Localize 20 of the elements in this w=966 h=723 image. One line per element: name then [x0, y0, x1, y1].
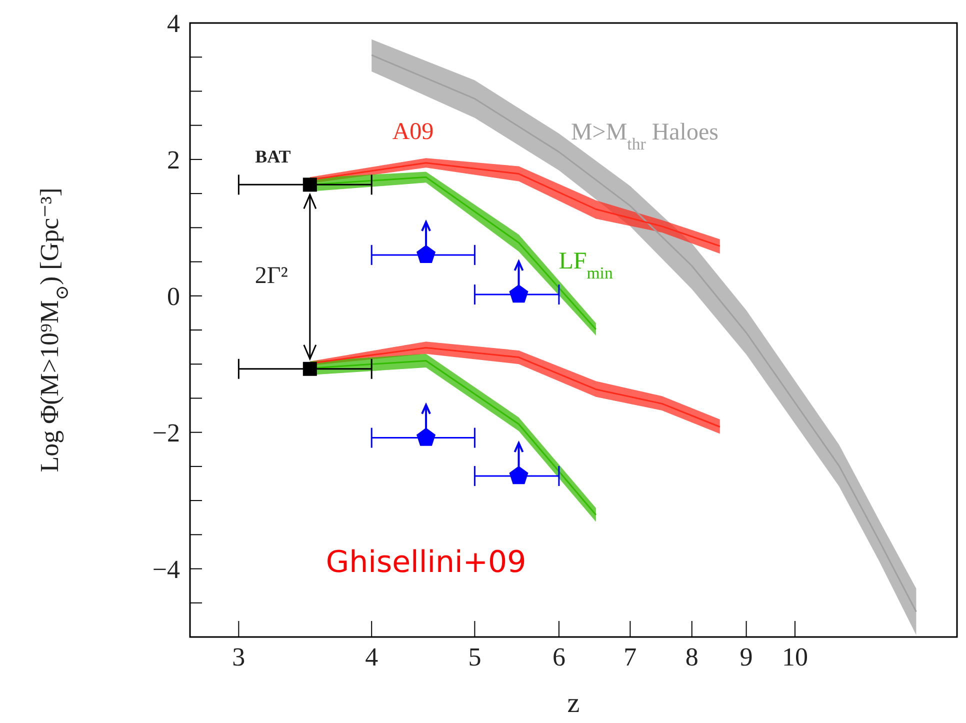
x-tick-label: 9 [740, 642, 753, 672]
x-axis-title: z [567, 688, 580, 719]
y-tick-label: 0 [167, 282, 180, 312]
series-label: M>M$_{thr}$ Haloes [570, 120, 718, 154]
x-tick-label: 5 [468, 642, 482, 672]
y-tick-label: 4 [167, 9, 180, 38]
annotation: Ghisellini+09 [326, 545, 526, 580]
y-tick-label: −4 [152, 555, 180, 584]
annotation: 2Γ² [254, 262, 288, 289]
y-tick-label: 2 [167, 146, 180, 175]
series-label: BAT [255, 146, 291, 167]
x-tick-label: 6 [552, 642, 566, 672]
x-tick-label: 3 [232, 642, 246, 672]
series-label: LF$_{min}$ [558, 248, 614, 282]
x-tick-label: 10 [782, 642, 808, 672]
x-tick-label: 8 [685, 642, 698, 672]
x-tick-label: 4 [365, 642, 378, 672]
x-tick-label: 7 [624, 642, 637, 672]
series-label: A09 [392, 118, 434, 145]
y-tick-label: −2 [152, 418, 180, 448]
